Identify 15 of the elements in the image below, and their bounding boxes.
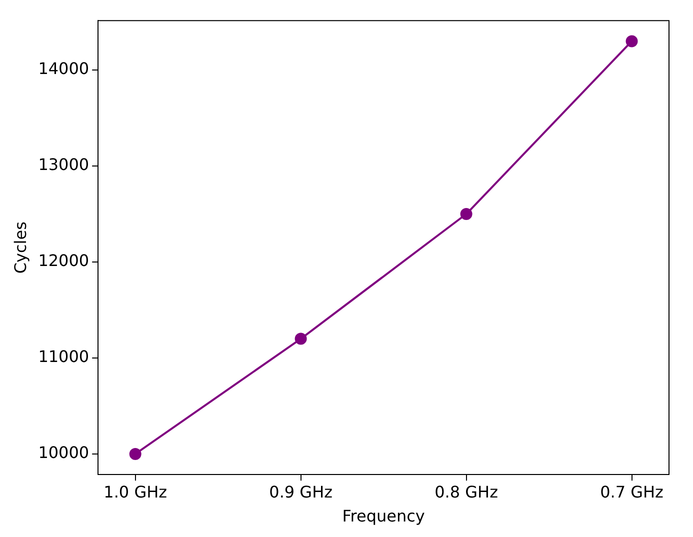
y-tick-label: 11000 bbox=[38, 347, 90, 366]
x-tick-label: 0.9 GHz bbox=[269, 482, 332, 502]
x-tick-label: 0.8 GHz bbox=[434, 482, 498, 502]
point bbox=[626, 35, 638, 48]
y-tick-label: 13000 bbox=[38, 155, 90, 174]
point bbox=[460, 208, 472, 220]
y-tick-label: 14000 bbox=[38, 59, 90, 78]
point bbox=[129, 448, 142, 460]
point bbox=[294, 332, 307, 345]
y-axis-title: Cycles bbox=[10, 222, 30, 274]
x-axis-title: Frequency bbox=[342, 506, 425, 526]
y-tick-label: 10000 bbox=[38, 443, 90, 462]
y-tick-label: 12000 bbox=[38, 251, 90, 270]
x-tick-label: 0.7 GHz bbox=[600, 482, 664, 502]
x-tick-label: 1.0 GHz bbox=[104, 482, 168, 502]
